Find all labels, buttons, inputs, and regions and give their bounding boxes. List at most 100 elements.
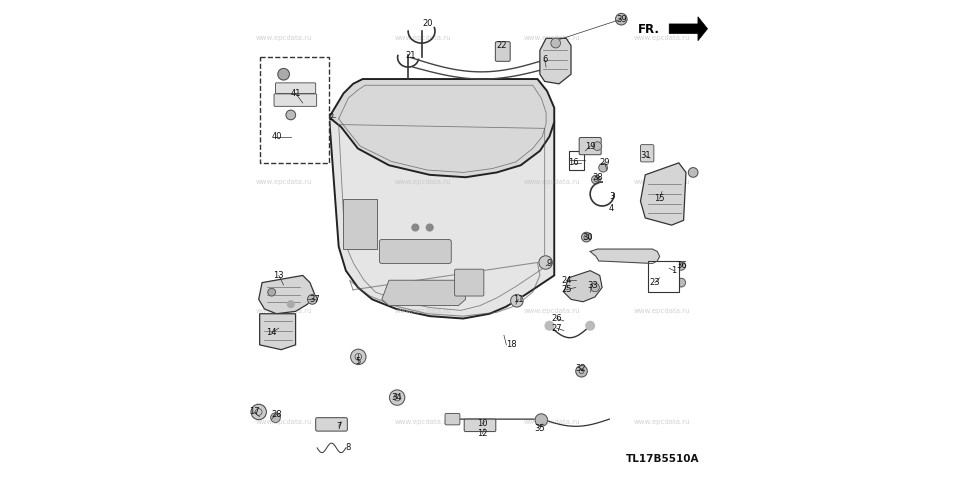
- Text: 2: 2: [329, 113, 334, 122]
- Text: 29: 29: [599, 159, 610, 167]
- Polygon shape: [259, 314, 296, 350]
- Circle shape: [582, 232, 591, 242]
- Text: 6: 6: [542, 56, 547, 64]
- Text: 4: 4: [609, 204, 614, 213]
- Text: www.epcdata.ru: www.epcdata.ru: [634, 419, 690, 424]
- Polygon shape: [669, 17, 708, 41]
- Text: 11: 11: [513, 295, 523, 304]
- Circle shape: [539, 256, 552, 269]
- FancyBboxPatch shape: [455, 269, 484, 296]
- Circle shape: [277, 68, 289, 80]
- Polygon shape: [329, 79, 554, 177]
- FancyBboxPatch shape: [316, 418, 348, 431]
- Circle shape: [426, 224, 433, 231]
- FancyBboxPatch shape: [274, 94, 317, 106]
- Text: www.epcdata.ru: www.epcdata.ru: [395, 419, 451, 424]
- Text: FR.: FR.: [637, 23, 660, 36]
- Text: 33: 33: [588, 281, 598, 289]
- Circle shape: [590, 283, 599, 292]
- Text: 40: 40: [271, 132, 281, 141]
- Polygon shape: [329, 117, 554, 319]
- Circle shape: [350, 349, 366, 365]
- Text: 9: 9: [547, 259, 552, 268]
- Text: www.epcdata.ru: www.epcdata.ru: [523, 419, 580, 424]
- Text: 31: 31: [640, 151, 651, 160]
- Circle shape: [545, 321, 554, 330]
- Text: 19: 19: [585, 142, 595, 150]
- Circle shape: [271, 413, 280, 422]
- Text: www.epcdata.ru: www.epcdata.ru: [255, 308, 312, 314]
- Circle shape: [307, 295, 317, 304]
- Text: www.epcdata.ru: www.epcdata.ru: [634, 308, 690, 314]
- Polygon shape: [258, 275, 315, 314]
- FancyBboxPatch shape: [379, 240, 451, 263]
- Circle shape: [576, 365, 588, 377]
- Polygon shape: [564, 271, 602, 302]
- Text: www.epcdata.ru: www.epcdata.ru: [395, 308, 451, 314]
- Circle shape: [586, 321, 594, 330]
- Polygon shape: [540, 38, 571, 84]
- Circle shape: [251, 404, 266, 420]
- Text: 37: 37: [309, 295, 320, 304]
- Text: 24: 24: [561, 276, 571, 285]
- Circle shape: [677, 278, 685, 287]
- Text: 23: 23: [650, 278, 660, 287]
- Text: 28: 28: [271, 410, 281, 419]
- Text: www.epcdata.ru: www.epcdata.ru: [255, 179, 312, 185]
- Text: 35: 35: [535, 424, 545, 433]
- Text: 1: 1: [671, 266, 677, 275]
- Polygon shape: [382, 280, 466, 306]
- Text: 41: 41: [290, 89, 300, 98]
- Text: 8: 8: [346, 444, 351, 452]
- Text: 12: 12: [477, 429, 488, 438]
- Polygon shape: [640, 163, 686, 225]
- Circle shape: [287, 301, 294, 308]
- Text: TL17B5510A: TL17B5510A: [626, 454, 700, 464]
- Text: 5: 5: [355, 357, 360, 366]
- Text: 27: 27: [551, 324, 562, 332]
- Text: www.epcdata.ru: www.epcdata.ru: [395, 35, 451, 41]
- Text: www.epcdata.ru: www.epcdata.ru: [523, 179, 580, 185]
- Text: 3: 3: [609, 192, 614, 201]
- Text: www.epcdata.ru: www.epcdata.ru: [634, 179, 690, 185]
- Circle shape: [390, 390, 405, 405]
- Bar: [648, 261, 679, 292]
- FancyBboxPatch shape: [445, 413, 460, 425]
- Circle shape: [599, 163, 608, 172]
- Text: 34: 34: [391, 393, 401, 402]
- Text: 36: 36: [676, 262, 686, 270]
- Text: 26: 26: [551, 314, 562, 323]
- FancyBboxPatch shape: [276, 83, 316, 93]
- Text: 17: 17: [249, 408, 259, 416]
- Circle shape: [666, 267, 674, 274]
- Text: 38: 38: [592, 173, 603, 182]
- Circle shape: [268, 288, 276, 296]
- FancyBboxPatch shape: [465, 419, 495, 432]
- Text: 20: 20: [422, 20, 433, 28]
- Circle shape: [286, 110, 296, 120]
- Bar: [568, 151, 584, 170]
- FancyBboxPatch shape: [579, 137, 601, 155]
- Text: 16: 16: [568, 159, 579, 167]
- Text: www.epcdata.ru: www.epcdata.ru: [634, 35, 690, 41]
- Circle shape: [551, 38, 561, 48]
- Circle shape: [593, 142, 602, 150]
- Text: 32: 32: [575, 365, 586, 373]
- Circle shape: [511, 295, 523, 307]
- Polygon shape: [344, 199, 377, 249]
- Polygon shape: [590, 249, 660, 263]
- Text: 25: 25: [561, 285, 571, 294]
- Text: 10: 10: [477, 420, 488, 428]
- Text: 39: 39: [616, 15, 627, 23]
- Circle shape: [535, 414, 547, 426]
- Text: www.epcdata.ru: www.epcdata.ru: [523, 308, 580, 314]
- Circle shape: [688, 168, 698, 177]
- Circle shape: [591, 175, 600, 184]
- Text: www.epcdata.ru: www.epcdata.ru: [395, 179, 451, 185]
- Text: 13: 13: [274, 271, 284, 280]
- FancyBboxPatch shape: [495, 42, 510, 61]
- Text: www.epcdata.ru: www.epcdata.ru: [255, 35, 312, 41]
- Text: 15: 15: [655, 194, 665, 203]
- Text: www.epcdata.ru: www.epcdata.ru: [523, 35, 580, 41]
- Circle shape: [615, 13, 627, 25]
